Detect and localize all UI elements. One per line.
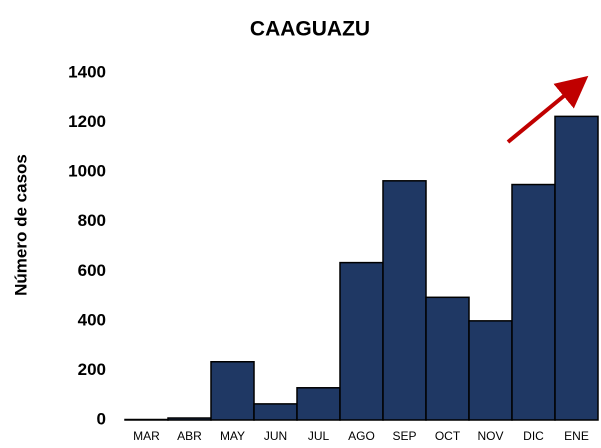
x-tick-label: AGO bbox=[348, 429, 375, 443]
y-tick-label: 400 bbox=[78, 310, 106, 329]
x-tick-label: NOV bbox=[477, 429, 503, 443]
y-tick-label: 800 bbox=[78, 211, 106, 230]
x-tick-label: ENE bbox=[564, 429, 589, 443]
y-tick-label: 1000 bbox=[68, 162, 106, 181]
x-tick-label: OCT bbox=[435, 429, 461, 443]
y-tick-label: 1200 bbox=[68, 112, 106, 131]
bar bbox=[511, 183, 556, 421]
trend-arrow bbox=[506, 75, 589, 144]
bar bbox=[339, 261, 384, 421]
bar bbox=[296, 387, 341, 421]
bar bbox=[554, 115, 599, 421]
bar bbox=[253, 403, 298, 421]
y-axis-label: Número de casos bbox=[11, 154, 30, 296]
bar bbox=[468, 320, 513, 421]
y-tick-label: 200 bbox=[78, 360, 106, 379]
x-tick-label: JUN bbox=[264, 429, 287, 443]
x-tick-label: MAY bbox=[220, 429, 245, 443]
x-tick-label: MAR bbox=[133, 429, 160, 443]
y-tick-label: 1400 bbox=[68, 62, 106, 81]
bar bbox=[167, 417, 212, 421]
bar bbox=[425, 296, 470, 421]
y-tick-label: 0 bbox=[97, 409, 106, 428]
bar bbox=[382, 180, 427, 421]
chart-title: CAAGUAZU bbox=[250, 18, 370, 41]
x-tick-label: DIC bbox=[523, 429, 544, 443]
y-tick-label: 600 bbox=[78, 261, 106, 280]
bar bbox=[210, 361, 255, 421]
x-tick-label: ABR bbox=[177, 429, 202, 443]
x-tick-label: JUL bbox=[308, 429, 330, 443]
x-tick-label: SEP bbox=[392, 429, 416, 443]
